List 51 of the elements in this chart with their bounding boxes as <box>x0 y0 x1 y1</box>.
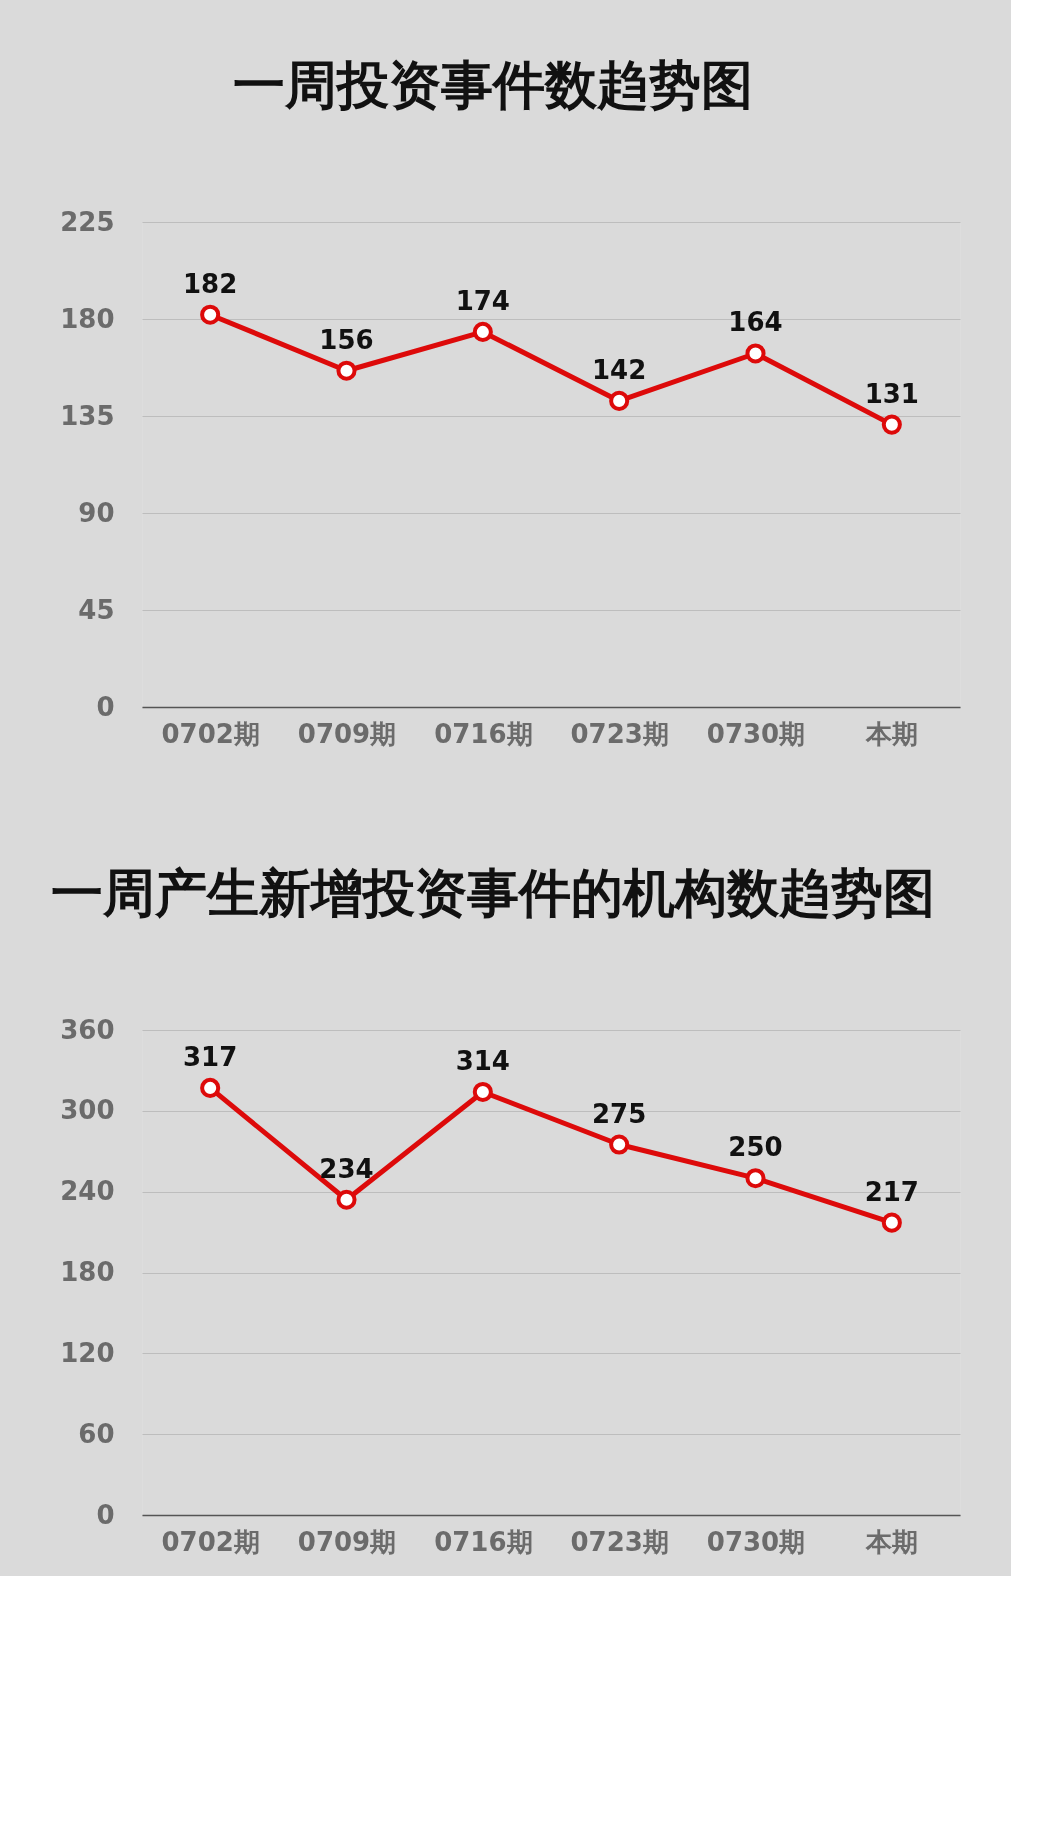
x-tick-label: 0709期 <box>297 718 397 749</box>
point <box>881 414 902 435</box>
data-label: 217 <box>864 1176 919 1207</box>
y-tick-label: 0 <box>96 1499 115 1530</box>
data-label: 131 <box>864 378 919 409</box>
x-tick-label: 0730期 <box>706 1526 806 1557</box>
x-tick-label: 0709期 <box>297 1526 397 1557</box>
point <box>745 1168 766 1189</box>
data-label: 250 <box>728 1132 783 1163</box>
point <box>881 1212 902 1233</box>
x-tick-label: 0716期 <box>434 1526 533 1557</box>
y-tick-label: 45 <box>78 594 115 625</box>
point <box>336 360 357 381</box>
data-label: 142 <box>592 354 647 385</box>
point <box>200 1077 221 1098</box>
data-label: 275 <box>592 1098 647 1129</box>
chart-title: 一周投资事件数趋势图 <box>233 55 753 115</box>
y-tick-label: 120 <box>60 1337 115 1368</box>
y-tick-label: 90 <box>78 497 115 528</box>
point <box>472 1081 493 1103</box>
y-tick-label: 0 <box>96 691 115 722</box>
data-label: 317 <box>183 1041 238 1072</box>
x-tick-label: 0730期 <box>706 718 806 749</box>
x-tick-label: 本期 <box>865 718 919 749</box>
data-label: 156 <box>319 324 374 355</box>
data-label: 174 <box>455 285 510 316</box>
x-tick-label: 0723期 <box>570 1526 669 1557</box>
point <box>609 1134 630 1155</box>
y-tick-label: 360 <box>60 1014 115 1045</box>
point <box>472 321 493 342</box>
x-tick-label: 0716期 <box>434 718 533 749</box>
data-label: 314 <box>455 1045 510 1076</box>
data-label: 182 <box>183 268 238 299</box>
point <box>336 1189 357 1210</box>
y-tick-label: 180 <box>60 303 115 334</box>
data-label: 234 <box>319 1153 374 1184</box>
y-tick-label: 180 <box>60 1257 115 1287</box>
y-tick-label: 300 <box>60 1095 115 1126</box>
point <box>609 390 630 411</box>
point <box>745 343 766 364</box>
y-tick-label: 60 <box>78 1418 115 1449</box>
chart-title: 一周产生新增投资事件的机构数趋势图 <box>51 863 935 923</box>
y-tick-label: 135 <box>60 400 115 431</box>
y-tick-label: 240 <box>60 1176 115 1207</box>
x-tick-label: 本期 <box>865 1526 919 1557</box>
x-tick-label: 0723期 <box>570 718 669 749</box>
point <box>200 304 221 325</box>
x-tick-label: 0702期 <box>161 1526 260 1557</box>
y-tick-label: 225 <box>60 206 115 237</box>
x-tick-label: 0702期 <box>161 718 260 749</box>
data-label: 164 <box>728 307 783 338</box>
